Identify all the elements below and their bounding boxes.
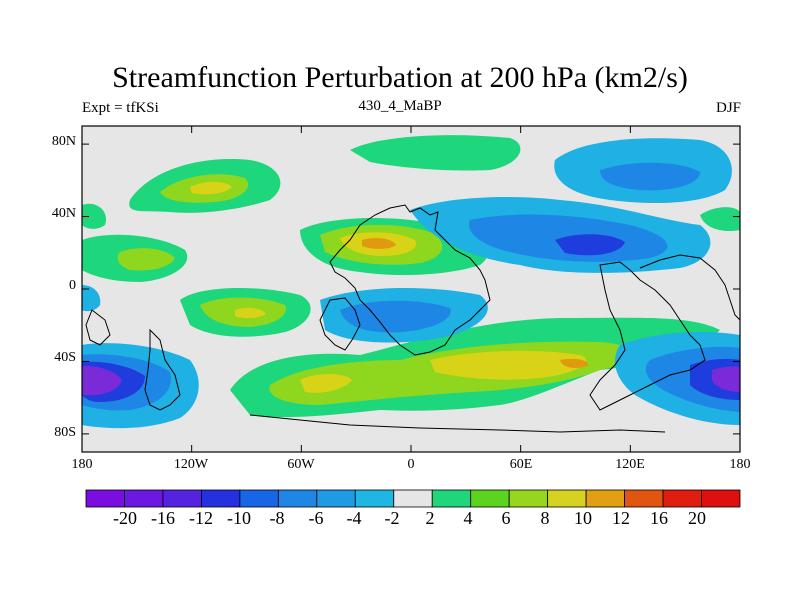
colorbar-swatch	[277, 489, 318, 508]
colorbar-label: 10	[574, 508, 592, 528]
colorbar-label: -8	[269, 508, 285, 528]
contour-positive-north-west-yellow	[190, 181, 232, 195]
season-label: DJF	[715, 100, 741, 116]
colorbar-label: -20	[113, 508, 137, 528]
x-tick-label: 0	[407, 457, 415, 472]
y-tick-label: 40N	[51, 206, 76, 221]
x-tick-label: 60W	[287, 457, 315, 472]
x-tick-label: 120W	[173, 457, 209, 472]
colorbar-swatch	[316, 489, 356, 508]
y-tick-label: 80N	[51, 134, 76, 149]
colorbar-swatch	[354, 489, 395, 508]
colorbar-label: -6	[308, 508, 324, 528]
y-tick-label: 0	[69, 278, 76, 293]
contour-positive-north-central-orange	[362, 237, 396, 249]
colorbar-swatch	[701, 489, 741, 508]
y-axis-ticks	[82, 143, 740, 435]
contour-positive-northeast	[700, 207, 740, 232]
contour-positive-west-equator-lime	[117, 248, 175, 271]
colorbar-swatch	[547, 489, 587, 508]
colorbar-swatch	[470, 489, 510, 508]
contour-positive-north-top	[350, 135, 521, 171]
contour-negative-southwest-strong	[82, 365, 122, 396]
colorbar-label: 2	[425, 508, 435, 528]
colorbar-swatch	[585, 489, 625, 508]
colorbar-label: 6	[501, 508, 511, 528]
colorbar-swatch	[393, 489, 433, 508]
contour-fields	[82, 126, 740, 452]
colorbar-label: 12	[612, 508, 630, 528]
x-tick-label: 180	[729, 457, 751, 472]
colorbar-label: 8	[540, 508, 550, 528]
contour-positive-northwest-edge	[82, 203, 106, 229]
map-title: Streamfunction Perturbation at 200 hPa (…	[112, 61, 688, 94]
colorbar-label: -2	[384, 508, 400, 528]
y-tick-label: 40S	[54, 350, 76, 365]
contour-negative-west-edge	[82, 285, 101, 312]
colorbar-label: -16	[151, 508, 175, 528]
contour-positive-south-yellow-east	[430, 350, 587, 380]
colorbar-swatch	[201, 489, 241, 508]
colorbar-swatch	[124, 489, 164, 508]
colorbar-swatch	[624, 489, 664, 508]
x-axis-ticks	[81, 126, 741, 452]
colorbar-label: 4	[463, 508, 473, 528]
colorbar-label: -12	[189, 508, 213, 528]
colorbar-swatch	[239, 489, 279, 508]
colorbar-label: 20	[688, 508, 706, 528]
case-label: 430_4_MaBP	[358, 98, 442, 114]
colorbar-swatch	[162, 489, 202, 508]
contour-negative-atlantic-blue	[340, 300, 451, 333]
colorbar-label: -4	[346, 508, 362, 528]
contour-positive-south-yellow-west	[300, 374, 352, 393]
coastlines	[85, 204, 740, 433]
x-tick-label: 60E	[509, 457, 533, 472]
y-tick-label: 80S	[54, 425, 76, 440]
x-tick-label: 120E	[615, 457, 645, 472]
contour-negative-north-pacific-blue	[600, 162, 700, 191]
experiment-label: Expt = tfKSi	[82, 100, 159, 116]
colorbar-swatch	[662, 489, 702, 508]
colorbar-label: 16	[650, 508, 668, 528]
colorbar-swatch	[431, 489, 472, 508]
contour-negative-southeast-strong	[712, 366, 740, 392]
colorbar-swatch	[85, 489, 125, 508]
contour-positive-tropical-west-yellow	[235, 307, 266, 319]
colorbar	[85, 489, 741, 508]
x-tick-label: 180	[71, 457, 93, 472]
contour-positive-south-orange	[560, 358, 589, 368]
colorbar-swatch	[508, 489, 549, 508]
colorbar-label: -10	[227, 508, 251, 528]
contour-negative-asia-deep	[555, 234, 625, 256]
